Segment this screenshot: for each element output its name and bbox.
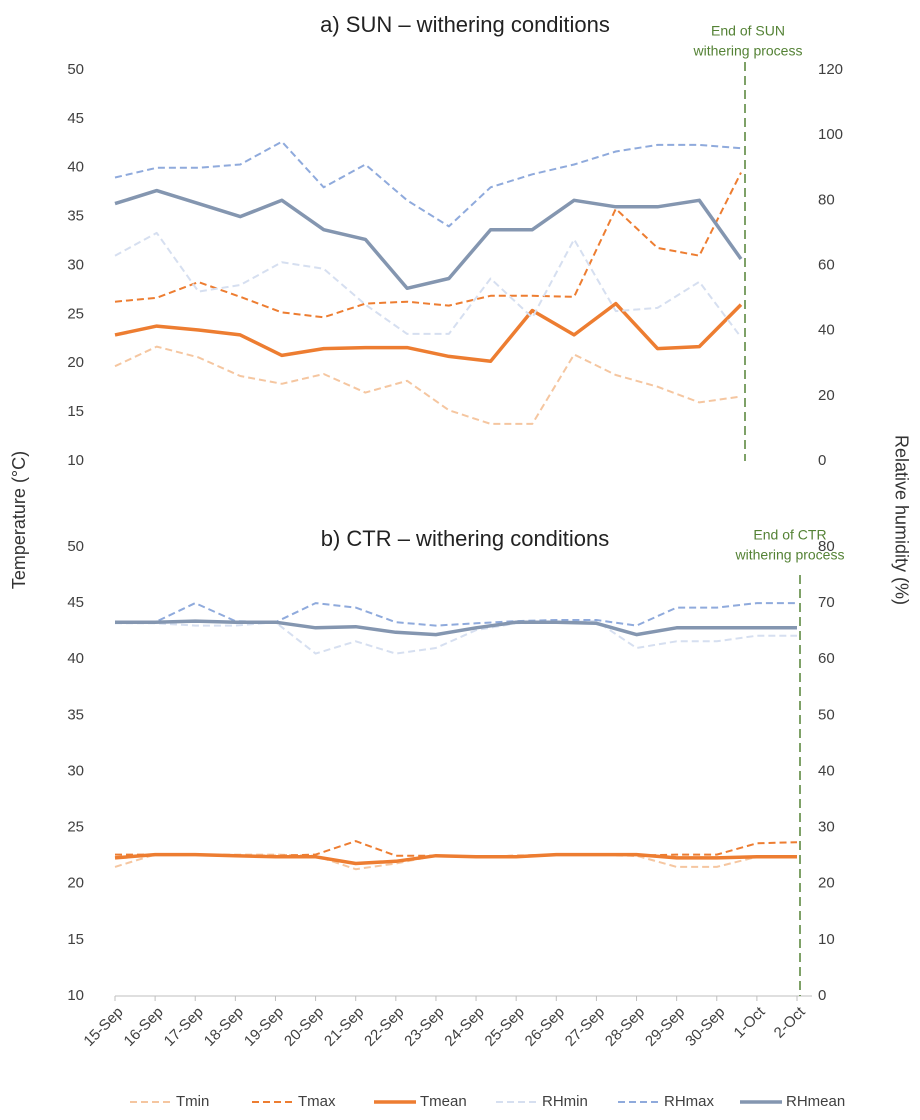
x-tick-label: 25-Sep [482, 1004, 528, 1050]
y-tick-label: 40 [67, 159, 84, 176]
x-tick-label: 27-Sep [562, 1004, 608, 1050]
series-line [114, 188, 743, 291]
x-tick-label: 21-Sep [321, 1004, 367, 1050]
y2-tick-label: 80 [818, 538, 835, 555]
y2-tick-label: 60 [818, 650, 835, 667]
chart-title: b) CTR – withering conditions [321, 526, 610, 551]
legend-label: Tmax [298, 1093, 336, 1110]
x-tick-label: 1-Oct [731, 1003, 770, 1042]
x-tick-label: 28-Sep [602, 1004, 648, 1050]
y2-tick-label: 80 [818, 191, 835, 208]
x-tick-label: 15-Sep [80, 1004, 126, 1050]
y2-tick-label: 120 [818, 61, 843, 78]
series-line [114, 852, 797, 866]
y2-tick-label: 70 [818, 594, 835, 611]
y2-tick-label: 10 [818, 931, 835, 948]
x-tick-label: 26-Sep [522, 1004, 568, 1050]
y-tick-label: 20 [67, 354, 84, 371]
y-tick-label: 25 [67, 305, 84, 322]
y-tick-label: 40 [67, 650, 84, 667]
x-tick-label: 2-Oct [771, 1003, 810, 1042]
y2-tick-label: 20 [818, 387, 835, 404]
y2-tick-label: 50 [818, 706, 835, 723]
x-tick-label: 23-Sep [401, 1004, 447, 1050]
y-tick-label: 50 [67, 538, 84, 555]
y-tick-label: 25 [67, 819, 84, 836]
x-tick-label: 17-Sep [161, 1004, 207, 1050]
y2-tick-label: 20 [818, 875, 835, 892]
y-tick-label: 35 [67, 706, 84, 723]
x-tick-label: 19-Sep [241, 1004, 287, 1050]
y-tick-label: 45 [67, 110, 84, 127]
y2-tick-label: 60 [818, 256, 835, 273]
y2-tick-label: 0 [818, 452, 826, 469]
x-tick-label: 16-Sep [121, 1004, 167, 1050]
y-tick-label: 30 [67, 256, 84, 273]
series-line [114, 231, 742, 338]
x-tick-label: 20-Sep [281, 1004, 327, 1050]
legend-label: Tmin [176, 1093, 209, 1110]
legend-label: RHmax [664, 1093, 715, 1110]
x-tick-label: 30-Sep [682, 1004, 728, 1050]
y-tick-label: 15 [67, 931, 84, 948]
legend-label: RHmean [786, 1093, 845, 1110]
y-tick-label: 15 [67, 403, 84, 420]
y2-tick-label: 0 [818, 987, 826, 1004]
series-line [114, 140, 742, 228]
y-axis-label: Temperature (°C) [9, 451, 29, 589]
legend-label: RHmin [542, 1093, 588, 1110]
series-line [114, 301, 743, 364]
x-tick-label: 22-Sep [361, 1004, 407, 1050]
series-line [114, 172, 742, 319]
series-line [115, 619, 797, 637]
y-tick-label: 30 [67, 762, 84, 779]
y2-tick-label: 40 [818, 762, 835, 779]
y-tick-label: 10 [67, 987, 84, 1004]
y-tick-label: 35 [67, 208, 84, 225]
y-tick-label: 10 [67, 452, 84, 469]
series-line [115, 602, 797, 627]
annotation: withering process [693, 43, 803, 59]
y2-tick-label: 100 [818, 126, 843, 143]
annotation: End of CTR [753, 527, 826, 543]
y-tick-label: 50 [67, 61, 84, 78]
legend-label: Tmean [420, 1093, 467, 1110]
y2-tick-label: 30 [818, 819, 835, 836]
y-tick-label: 45 [67, 594, 84, 611]
series-line [114, 345, 742, 425]
chart-title: a) SUN – withering conditions [320, 12, 610, 37]
annotation: End of SUN [711, 23, 785, 39]
x-tick-label: 24-Sep [441, 1004, 487, 1050]
series-line [115, 620, 797, 655]
y2-tick-label: 40 [818, 322, 835, 339]
x-tick-label: 29-Sep [642, 1004, 688, 1050]
annotation: withering process [735, 547, 845, 563]
y2-axis-label: Relative humidity (%) [891, 435, 911, 605]
y-tick-label: 20 [67, 875, 84, 892]
x-tick-label: 18-Sep [201, 1004, 247, 1050]
